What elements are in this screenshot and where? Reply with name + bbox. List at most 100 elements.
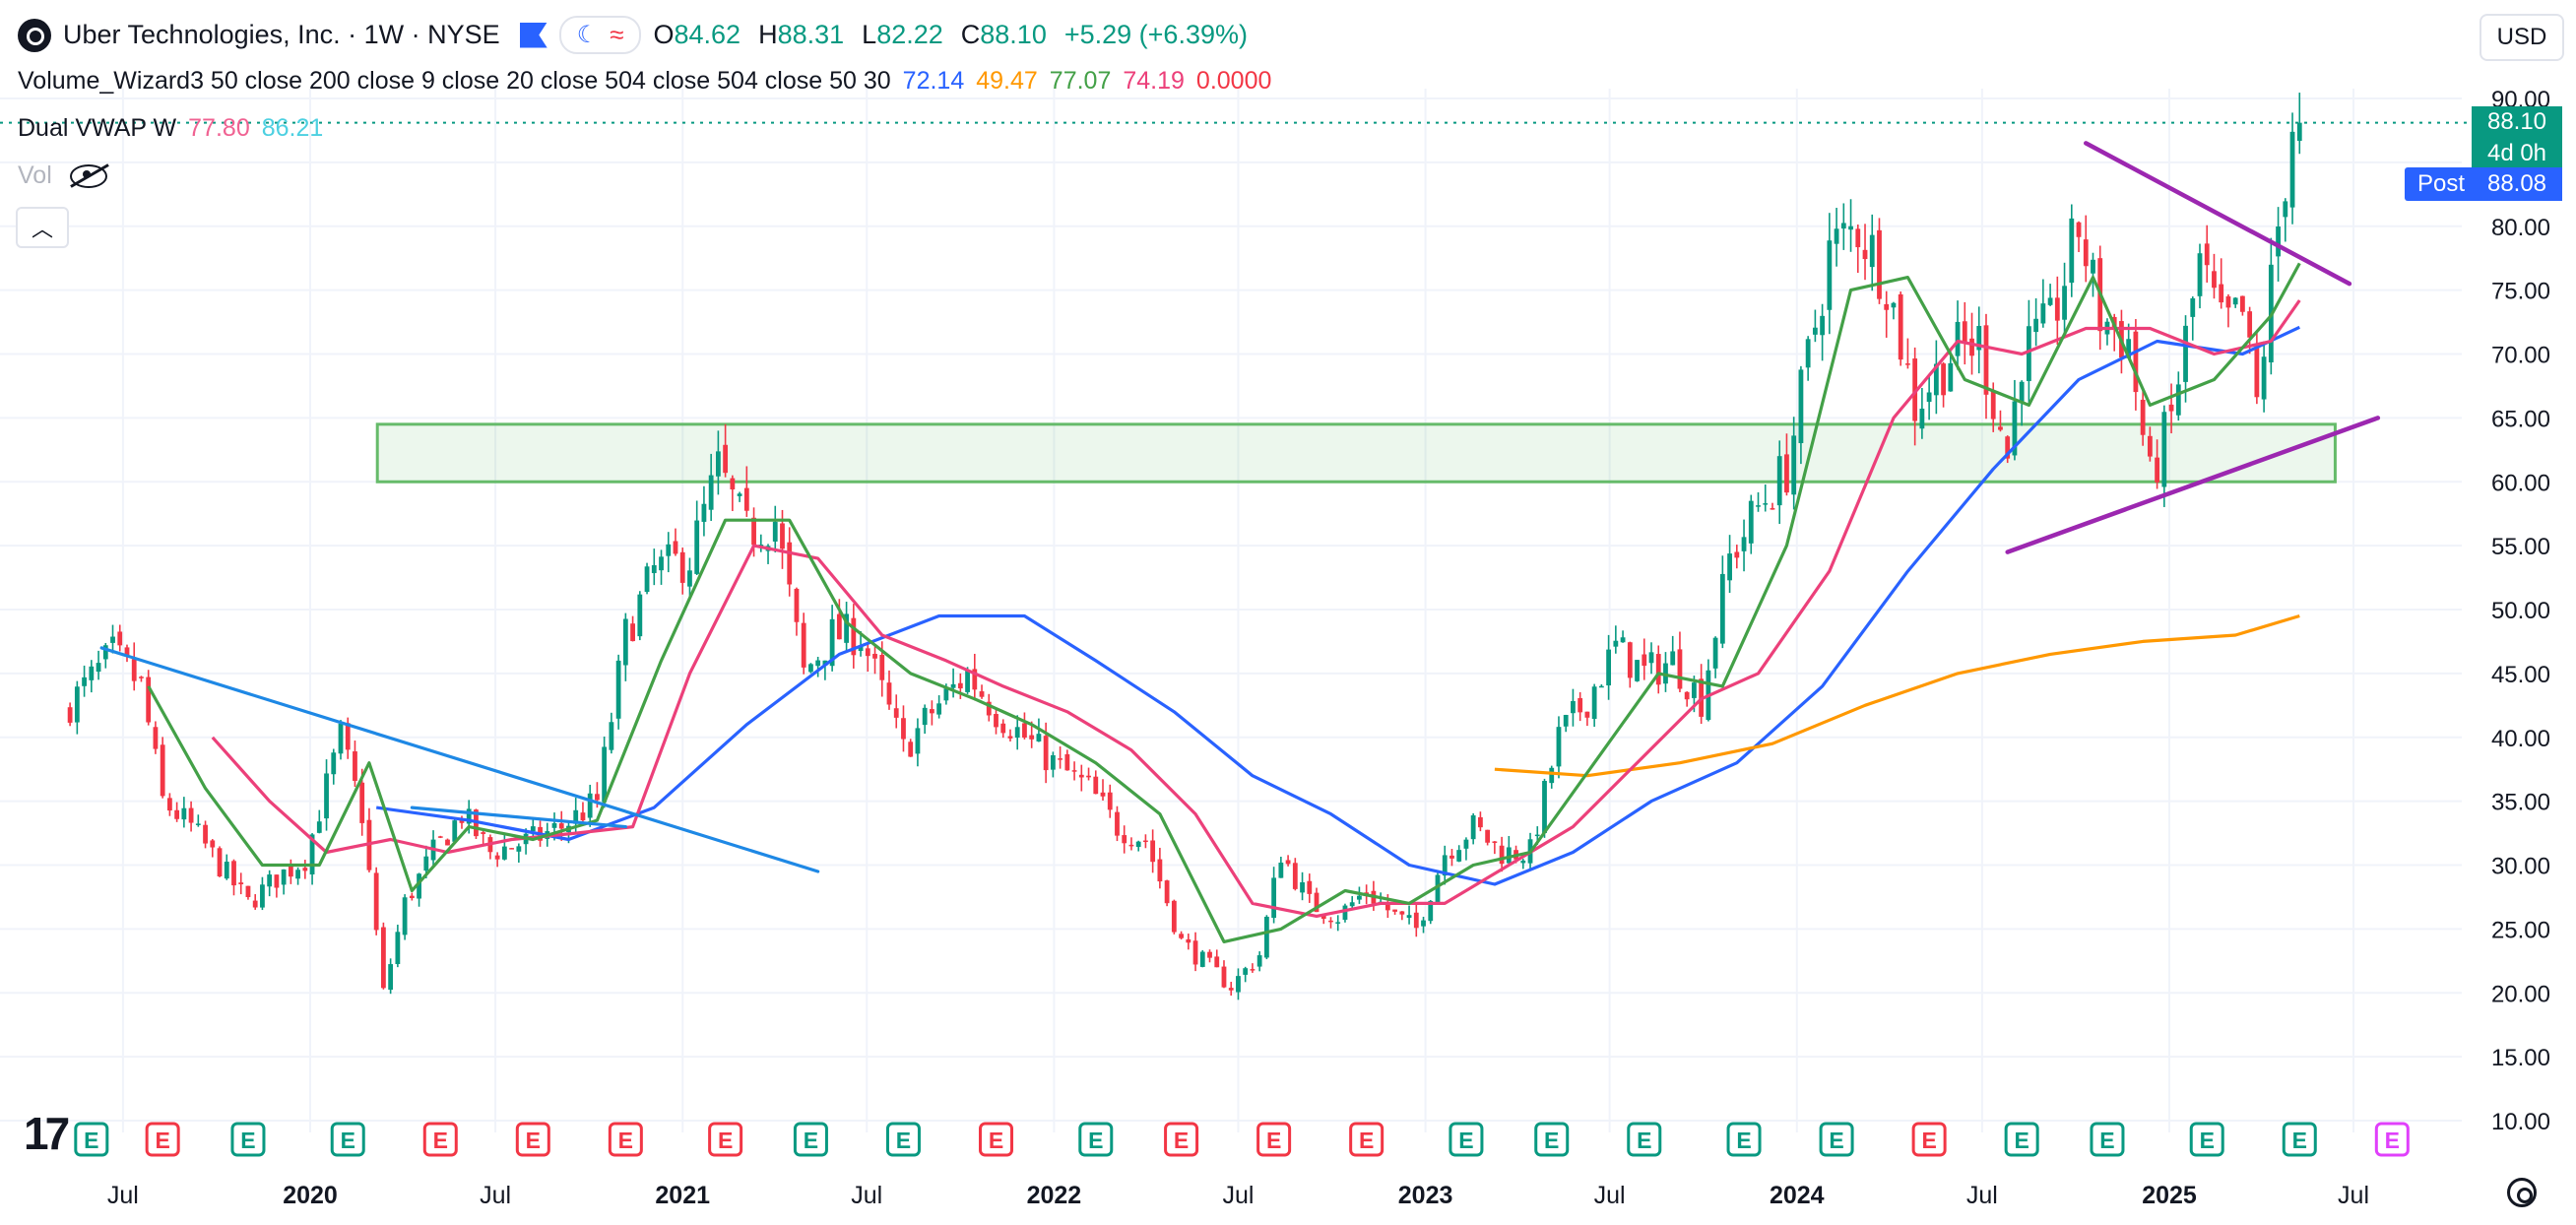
collapse-legend-button[interactable]: ︿ (16, 207, 69, 248)
earnings-event-icon[interactable]: E (1819, 1122, 1854, 1157)
earnings-badge[interactable] (1627, 1122, 1662, 1157)
earnings-badge[interactable] (1819, 1122, 1854, 1157)
eye-hidden-icon[interactable] (69, 163, 107, 188)
candle-body (1157, 859, 1163, 882)
earnings-badge[interactable] (1449, 1122, 1484, 1157)
earnings-event-icon[interactable]: E (230, 1122, 266, 1157)
volume-label[interactable]: Vol (18, 161, 52, 189)
candle (181, 797, 187, 828)
volume-wizard-legend[interactable]: Volume_Wizard3 50 close 200 close 9 clos… (18, 67, 1283, 96)
volume-legend[interactable]: Vol (18, 161, 119, 190)
earnings-badge[interactable] (330, 1122, 365, 1157)
earnings-badge[interactable] (793, 1122, 828, 1157)
earnings-event-icon[interactable]: E (2090, 1122, 2125, 1157)
candle-body (1549, 767, 1555, 784)
earnings-badge[interactable] (230, 1122, 266, 1157)
candle-body (1677, 649, 1683, 689)
earnings-event-icon[interactable]: E (708, 1122, 743, 1157)
price-axis[interactable]: 10.00 15.00 20.00 25.00 30.00 35.00 40.00 45.00… (2491, 87, 2550, 1135)
x-tick-label: Jul (1966, 1182, 1998, 1209)
tradingview-logo-icon[interactable]: 17 (24, 1108, 70, 1159)
earnings-event-icon[interactable]: E (2282, 1122, 2317, 1157)
dual-vwap-label[interactable]: Dual VWAP W (18, 114, 177, 142)
earnings-event-icon[interactable]: E (2374, 1122, 2410, 1157)
earnings-event-icon[interactable]: E (1349, 1122, 1385, 1157)
settings-gear-icon[interactable] (2507, 1178, 2537, 1207)
earnings-event-icon[interactable]: E (145, 1122, 180, 1157)
y-tick-label: 25.00 (2491, 917, 2550, 943)
earnings-event-icon[interactable]: E (515, 1122, 550, 1157)
earnings-event-icon[interactable]: E (1726, 1122, 1762, 1157)
earnings-badge[interactable] (608, 1122, 643, 1157)
flag-icon[interactable] (519, 22, 547, 48)
earnings-event-icon[interactable]: E (1256, 1122, 1292, 1157)
candle-body (930, 709, 934, 714)
earnings-event-icon[interactable]: E (979, 1122, 1014, 1157)
earnings-badge[interactable] (1078, 1122, 1114, 1157)
earnings-badge[interactable] (2282, 1122, 2317, 1157)
close-value: 88.10 (980, 20, 1047, 49)
earnings-badge[interactable] (2189, 1122, 2224, 1157)
candle-body (2062, 286, 2067, 320)
candle (1976, 306, 1982, 374)
candle (893, 694, 899, 729)
earnings-badge[interactable] (145, 1122, 180, 1157)
volume-wizard-label[interactable]: Volume_Wizard3 50 close 200 close 9 clos… (18, 67, 891, 95)
earnings-event-icon[interactable]: E (885, 1122, 921, 1157)
candle (324, 759, 329, 831)
earnings-event-icon[interactable]: E (1627, 1122, 1662, 1157)
earnings-event-icon[interactable]: E (2004, 1122, 2039, 1157)
time-axis[interactable]: Jul 2020 Jul 2021 Jul 2022 Jul 2023 Jul 2024 Jul 20… (107, 1182, 2369, 1209)
earnings-event-icon[interactable]: E (74, 1122, 109, 1157)
symbol-title[interactable]: Uber Technologies, Inc. · 1W · NYSE (63, 20, 500, 49)
candle (1598, 684, 1604, 688)
close-label: C (960, 20, 981, 49)
earnings-badge[interactable] (1726, 1122, 1762, 1157)
earnings-badge[interactable] (74, 1122, 109, 1157)
earnings-event-icon[interactable]: E (1078, 1122, 1114, 1157)
earnings-badge[interactable] (2374, 1122, 2410, 1157)
earnings-event-icon[interactable]: E (1534, 1122, 1570, 1157)
candle-body (388, 964, 394, 991)
candle-body (1150, 840, 1156, 863)
candle-body (836, 613, 842, 640)
session-pill[interactable]: ☾ ≈ (558, 16, 642, 54)
earnings-event-icon[interactable]: E (2189, 1122, 2224, 1157)
earnings-badge[interactable] (708, 1122, 743, 1157)
earnings-event-icon[interactable]: E (330, 1122, 365, 1157)
earnings-event-icon[interactable]: E (1449, 1122, 1484, 1157)
support-zone-rect[interactable] (375, 422, 2337, 484)
earnings-badge[interactable] (1349, 1122, 1385, 1157)
candle (2133, 319, 2139, 411)
earnings-badge[interactable] (515, 1122, 550, 1157)
candle (772, 505, 778, 552)
currency-button[interactable]: USD (2479, 14, 2564, 61)
earnings-event-icon[interactable]: E (608, 1122, 643, 1157)
purple-resistance[interactable] (2084, 141, 2352, 287)
candle-body (851, 617, 857, 656)
earnings-badge[interactable] (979, 1122, 1014, 1157)
earnings-event-icon[interactable]: E (1911, 1122, 1947, 1157)
earnings-badge[interactable] (2090, 1122, 2125, 1157)
earnings-event-icon[interactable]: E (422, 1122, 458, 1157)
earnings-event-icon[interactable]: E (793, 1122, 828, 1157)
earnings-badge[interactable] (1164, 1122, 1199, 1157)
earnings-badge[interactable] (2004, 1122, 2039, 1157)
candle-body (1955, 321, 1961, 356)
earnings-event-icon[interactable]: E (1164, 1122, 1199, 1157)
blue-trendline-2[interactable] (410, 806, 627, 829)
blue-trendline-1[interactable] (99, 646, 820, 873)
candle-body (1492, 841, 1498, 843)
earnings-badge[interactable] (1534, 1122, 1570, 1157)
trendline-drawings[interactable] (99, 141, 2381, 873)
dual-vwap-legend[interactable]: Dual VWAP W 77.80 86.21 (18, 114, 335, 143)
purple-support[interactable] (2005, 416, 2381, 554)
earnings-badge[interactable] (885, 1122, 921, 1157)
earnings-badge[interactable] (422, 1122, 458, 1157)
earnings-badge[interactable] (1911, 1122, 1947, 1157)
earnings-badge[interactable] (1256, 1122, 1292, 1157)
candle (1292, 858, 1298, 891)
candle (188, 801, 194, 832)
